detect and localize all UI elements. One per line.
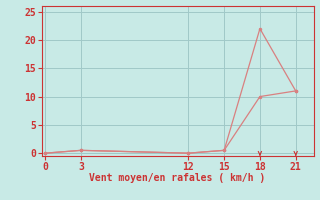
X-axis label: Vent moyen/en rafales ( km/h ): Vent moyen/en rafales ( km/h ) bbox=[90, 173, 266, 183]
